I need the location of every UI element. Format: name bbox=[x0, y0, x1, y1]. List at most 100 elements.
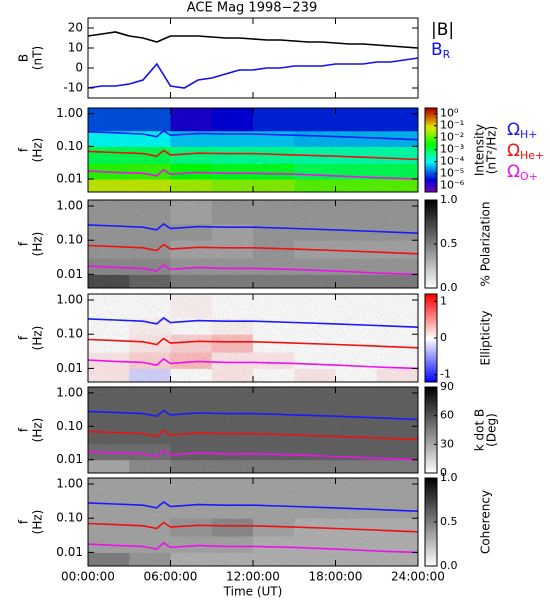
series-line bbox=[88, 521, 418, 533]
colorbar-tick-label: 0.0 bbox=[440, 559, 458, 572]
texture bbox=[88, 387, 418, 473]
colorbar-swatch bbox=[425, 410, 437, 414]
colorbar-swatch bbox=[425, 393, 437, 397]
colorbar-swatch bbox=[425, 124, 437, 128]
texture bbox=[88, 478, 418, 566]
x-tick-label: 12:00:00 bbox=[226, 570, 280, 584]
colorbar-tick-label: 10⁻⁵ bbox=[440, 167, 464, 180]
colorbar-swatch bbox=[425, 143, 437, 147]
colorbar-swatch bbox=[425, 268, 437, 271]
colorbar-swatch bbox=[425, 391, 437, 394]
colorbar-swatch bbox=[425, 118, 437, 122]
series-line bbox=[88, 337, 418, 349]
texture bbox=[88, 108, 418, 192]
colorbar-swatch bbox=[425, 515, 437, 519]
colorbar-swatch bbox=[425, 468, 437, 472]
colorbar-swatch bbox=[425, 449, 437, 452]
colorbar-swatch bbox=[425, 397, 437, 401]
legend-subscript: H+ bbox=[520, 128, 538, 141]
colorbar-swatch bbox=[425, 114, 437, 117]
colorbar-swatch bbox=[425, 324, 437, 328]
colorbar-swatch bbox=[425, 522, 437, 525]
x-tick-label: 24:00:00 bbox=[391, 570, 445, 584]
colorbar-swatch bbox=[425, 557, 437, 560]
colorbar-swatch bbox=[425, 241, 437, 245]
colorbar-swatch bbox=[425, 373, 437, 376]
colorbar-swatch bbox=[425, 112, 437, 115]
colorbar-swatch bbox=[425, 305, 437, 308]
colorbar-swatch bbox=[425, 351, 437, 354]
colorbar-swatch bbox=[425, 559, 437, 563]
colorbar-tick-label: 10⁻³ bbox=[440, 143, 464, 156]
colorbar-swatch bbox=[425, 491, 437, 494]
colorbar-tick-label: 30 bbox=[440, 437, 454, 450]
panel: 1.0 0.5 0.0 % Polarization 1.00 0.10 0.01 f (Hz) bbox=[17, 193, 493, 294]
colorbar-swatch bbox=[425, 311, 437, 315]
colorbar-swatch bbox=[425, 300, 437, 304]
series-line bbox=[88, 129, 418, 141]
colorbar-swatch bbox=[425, 257, 437, 260]
colorbar-swatch bbox=[425, 327, 437, 330]
colorbar-swatch bbox=[425, 399, 437, 403]
colorbar-swatch bbox=[425, 250, 437, 254]
series-line bbox=[88, 168, 418, 180]
colorbar-swatch bbox=[425, 302, 437, 306]
series-line bbox=[87, 57, 419, 89]
colorbar-tick-label: 1.0 bbox=[440, 193, 458, 206]
colorbar-tick-label: -1 bbox=[440, 368, 451, 381]
legend-name: Ω bbox=[507, 141, 520, 161]
y-axis-label: (Hz) bbox=[31, 510, 45, 535]
colorbar-swatch bbox=[425, 353, 437, 357]
colorbar-swatch bbox=[425, 248, 437, 252]
y-tick-label: 20 bbox=[68, 21, 83, 35]
colorbar-swatch bbox=[425, 263, 437, 267]
colorbar-swatch bbox=[425, 226, 437, 230]
colorbar-swatch bbox=[425, 156, 437, 159]
colorbar-swatch bbox=[425, 541, 437, 545]
legend-name: |B| bbox=[431, 20, 454, 40]
colorbar-swatch bbox=[425, 546, 437, 549]
colorbar-swatch bbox=[425, 526, 437, 530]
colorbar-swatch bbox=[425, 500, 437, 503]
x-tick-label: 06:00:00 bbox=[144, 570, 198, 584]
y-tick-label: 1.00 bbox=[56, 106, 83, 120]
colorbar-swatch bbox=[425, 131, 437, 134]
legend-name: Ω bbox=[507, 120, 520, 140]
colorbar-swatch bbox=[425, 219, 437, 223]
series-line bbox=[88, 263, 418, 276]
y-axis-label: B bbox=[17, 54, 31, 62]
colorbar-swatch bbox=[425, 421, 437, 425]
colorbar-swatch bbox=[425, 470, 437, 474]
y-axis-label: f bbox=[17, 335, 31, 340]
colorbar-swatch bbox=[425, 493, 437, 497]
y-axis-label: (nT) bbox=[31, 46, 45, 70]
colorbar-swatch bbox=[425, 154, 437, 157]
colorbar-swatch bbox=[425, 495, 437, 499]
colorbar-swatch bbox=[425, 177, 437, 180]
colorbar-swatch bbox=[425, 185, 437, 189]
colorbar-swatch bbox=[425, 217, 437, 221]
colorbar-tick-label: 0.0 bbox=[440, 281, 458, 294]
legend-entry: ΩHe+ bbox=[507, 141, 544, 162]
colorbar-swatch bbox=[425, 447, 437, 450]
colorbar-swatch bbox=[425, 266, 437, 269]
colorbar-swatch bbox=[425, 318, 437, 321]
colorbar-swatch bbox=[425, 279, 437, 282]
colorbar-swatch bbox=[425, 213, 437, 216]
legend-subscript: O+ bbox=[520, 170, 538, 183]
y-axis-label: (Hz) bbox=[31, 418, 45, 443]
colorbar-swatch bbox=[425, 181, 437, 185]
colorbar-swatch bbox=[425, 462, 437, 465]
series-line bbox=[88, 500, 418, 512]
series-line bbox=[88, 243, 418, 255]
colorbar-swatch bbox=[425, 502, 437, 505]
colorbar-swatch bbox=[425, 480, 437, 483]
colorbar-swatch bbox=[425, 259, 437, 263]
colorbar-swatch bbox=[425, 379, 437, 383]
colorbar-swatch bbox=[425, 252, 437, 256]
series-line bbox=[88, 357, 418, 370]
colorbar-swatch bbox=[425, 135, 437, 138]
y-axis-label: f bbox=[17, 519, 31, 524]
